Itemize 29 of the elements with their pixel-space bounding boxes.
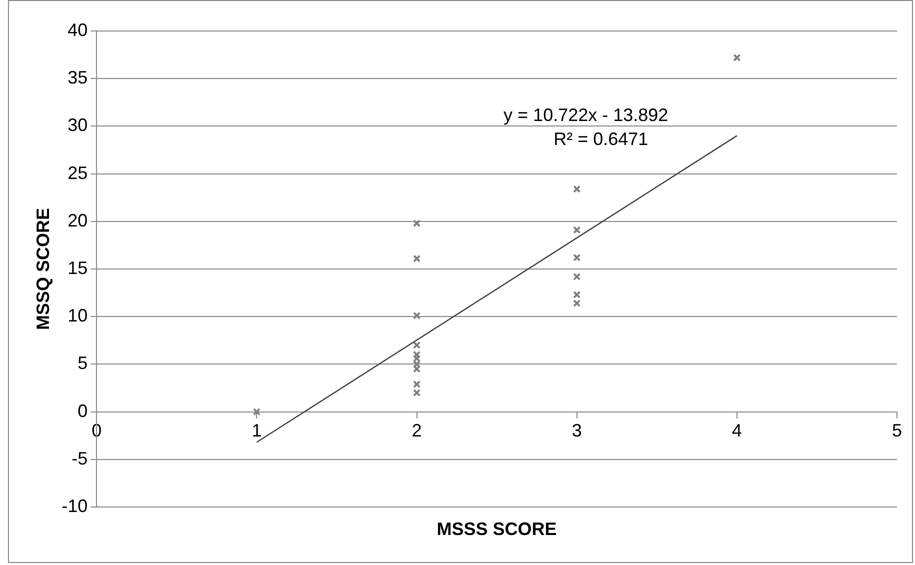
y-tick-label: 15 bbox=[68, 258, 88, 278]
point bbox=[412, 312, 421, 320]
y-axis-title: MSSQ SCORE bbox=[32, 208, 53, 330]
annotation: y = 10.722x - 13.892 bbox=[504, 104, 668, 125]
y-tick-label: 0 bbox=[78, 400, 88, 421]
point bbox=[733, 54, 741, 62]
x-tick-label: 2 bbox=[412, 420, 422, 441]
point bbox=[573, 226, 581, 234]
y-tick-label: 5 bbox=[78, 353, 88, 374]
y-tick-label: 20 bbox=[68, 210, 88, 230]
point bbox=[573, 185, 581, 193]
point bbox=[252, 408, 261, 416]
y-tick-label: 10 bbox=[68, 306, 88, 326]
point bbox=[412, 254, 421, 262]
y-tick-label: -5 bbox=[72, 448, 88, 468]
point bbox=[573, 272, 581, 280]
x-tick-label: 4 bbox=[732, 420, 742, 441]
point bbox=[412, 219, 421, 228]
x-tick-label: 1 bbox=[252, 420, 262, 441]
y-tick-label: 25 bbox=[68, 162, 88, 183]
y-tick-label: 35 bbox=[68, 68, 88, 88]
x-tick-label: 5 bbox=[892, 420, 902, 441]
y-tick-label: -10 bbox=[62, 496, 88, 516]
annotation: R² = 0.6471 bbox=[554, 128, 648, 149]
y-tick-label: 30 bbox=[68, 115, 88, 136]
point bbox=[573, 254, 581, 262]
x-axis-title: MSSS SCORE bbox=[436, 518, 557, 539]
y-tick-label: 40 bbox=[68, 20, 88, 40]
x-tick-label: 3 bbox=[572, 420, 582, 441]
